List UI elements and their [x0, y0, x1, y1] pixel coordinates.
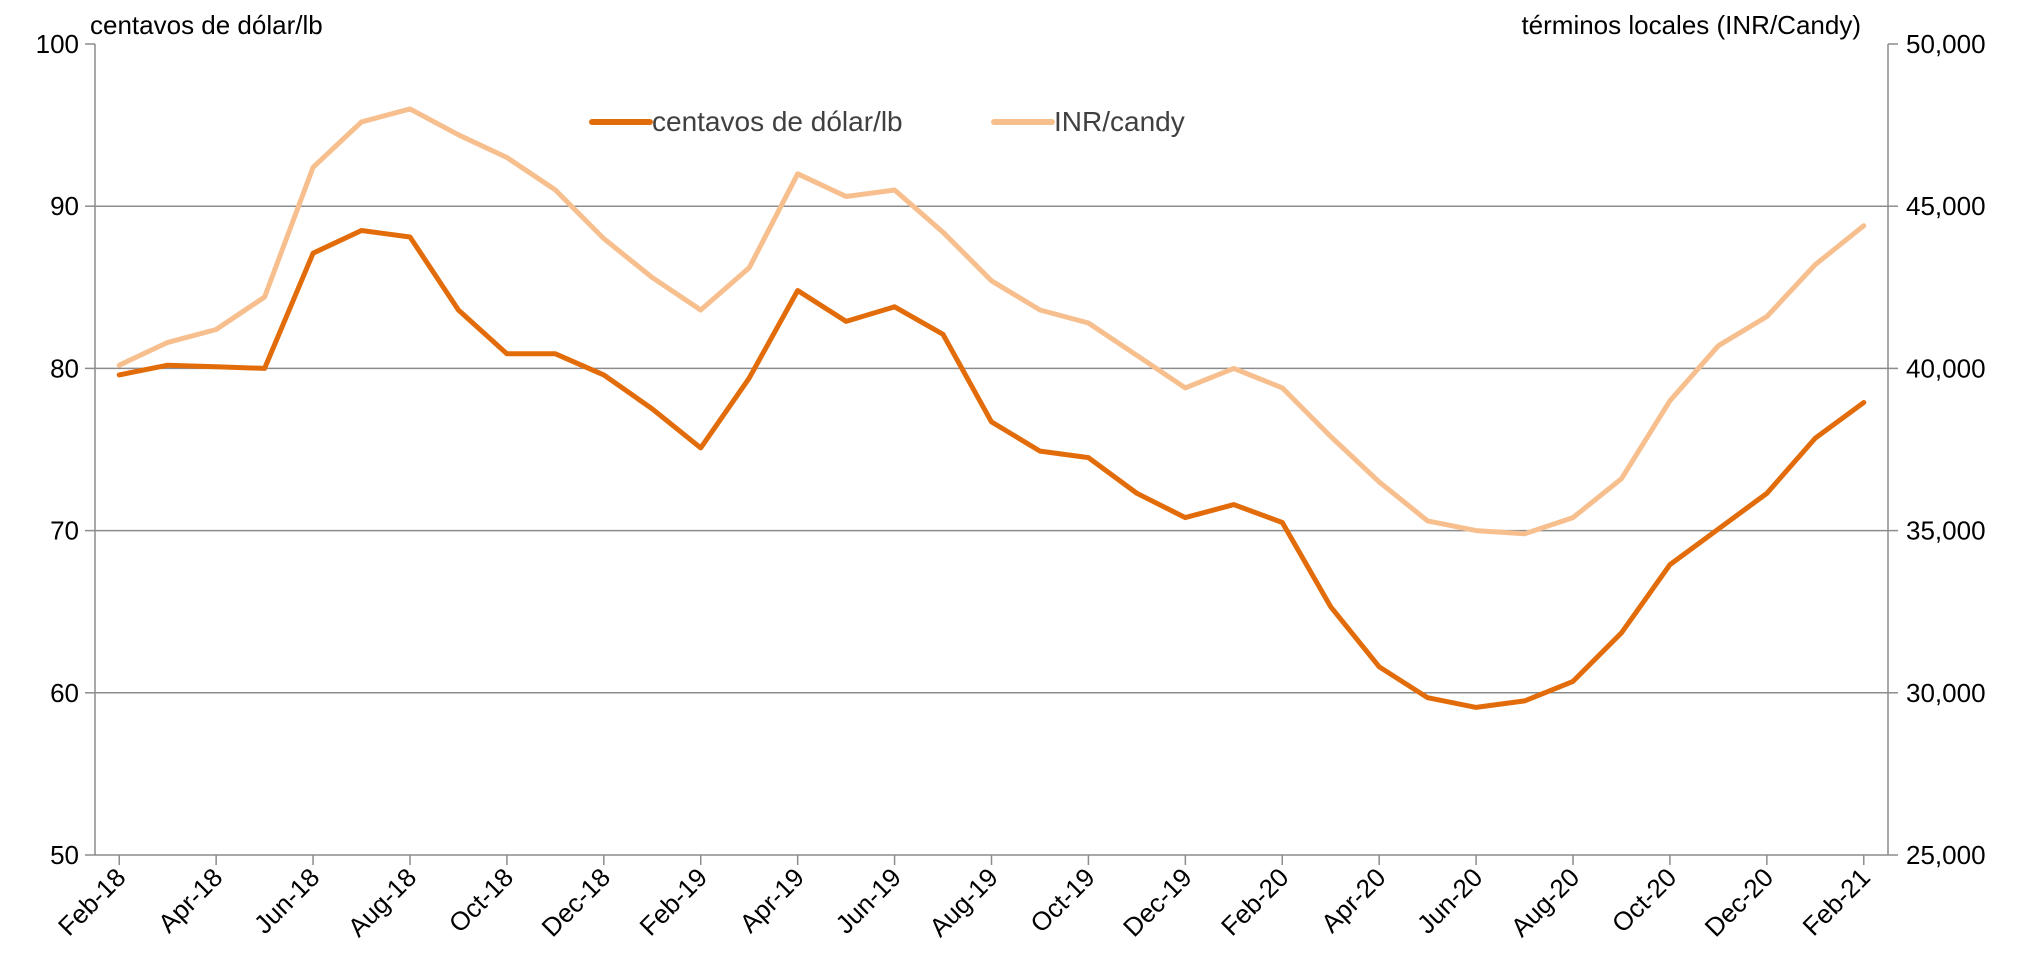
x-tick-label: Apr-20 — [1315, 862, 1391, 938]
x-tick-label: Jun-19 — [829, 862, 906, 939]
series-line-usd-cents — [116, 228, 1867, 710]
x-tick-label: Feb-19 — [634, 862, 713, 941]
x-tick-label: Feb-18 — [52, 862, 131, 941]
right-tick-labels: 25,000 30,000 35,000 40,000 45,000 50,000 — [1906, 29, 1986, 870]
right-tick-label: 30,000 — [1906, 678, 1986, 708]
right-tick-label: 35,000 — [1906, 516, 1986, 546]
x-tick-label: Oct-18 — [443, 862, 519, 938]
series-lines — [116, 106, 1867, 710]
left-tick-label: 50 — [50, 840, 79, 870]
legend-label: INR/candy — [1054, 106, 1185, 137]
x-tick-label: Jun-20 — [1411, 862, 1488, 939]
x-tick-label: Aug-20 — [1505, 862, 1585, 942]
x-tick-label: Apr-18 — [152, 862, 228, 938]
legend: centavos de dólar/lb INR/candy — [589, 106, 1185, 137]
x-tick-label: Aug-18 — [342, 862, 422, 942]
left-axis-label: centavos de dólar/lb — [90, 10, 323, 40]
right-tick-label: 50,000 — [1906, 29, 1986, 59]
x-tick-label: Dec-20 — [1699, 862, 1779, 942]
x-tick-label: Jun-18 — [248, 862, 325, 939]
left-tick-label: 60 — [50, 678, 79, 708]
axes — [85, 43, 1898, 865]
x-tick-labels: Feb-18 Apr-18 Jun-18 Aug-18 Oct-18 Dec-18 Feb-… — [52, 862, 1876, 942]
x-tick-label: Apr-19 — [734, 862, 810, 938]
x-tick-label: Aug-19 — [923, 862, 1003, 942]
left-tick-label: 80 — [50, 353, 79, 383]
left-tick-label: 100 — [36, 29, 79, 59]
x-tick-label: Dec-19 — [1117, 862, 1197, 942]
right-tick-label: 40,000 — [1906, 353, 1986, 383]
left-tick-label: 70 — [50, 516, 79, 546]
series-line-inr-candy — [116, 106, 1867, 537]
legend-label: centavos de dólar/lb — [652, 106, 903, 137]
right-tick-label: 25,000 — [1906, 840, 1986, 870]
x-tick-label: Dec-18 — [536, 862, 616, 942]
x-tick-label: Oct-19 — [1024, 862, 1100, 938]
x-tick-label: Oct-20 — [1606, 862, 1682, 938]
x-tick-label: Feb-20 — [1215, 862, 1294, 941]
right-tick-label: 45,000 — [1906, 191, 1986, 221]
left-tick-labels: 50 60 70 80 90 100 — [36, 29, 79, 870]
x-tick-label: Feb-21 — [1797, 862, 1876, 941]
right-axis-label: términos locales (INR/Candy) — [1521, 10, 1861, 40]
left-tick-label: 90 — [50, 191, 79, 221]
gridlines — [95, 205, 1888, 694]
